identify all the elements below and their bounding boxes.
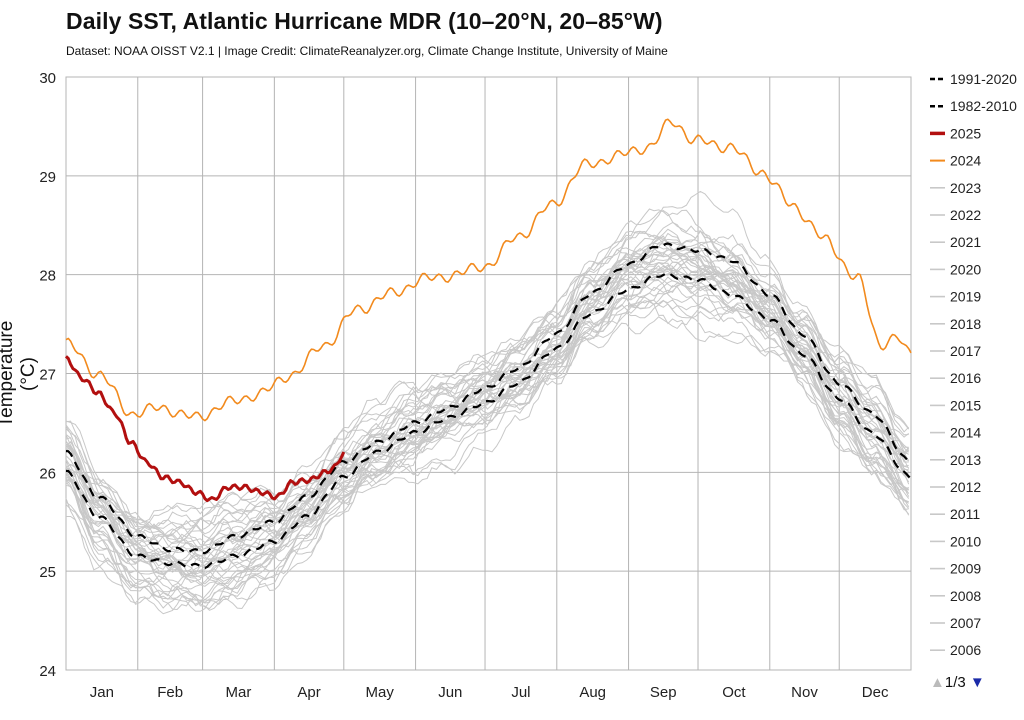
legend-entry-2024[interactable]: 2024 [950,153,981,169]
historical-year-line [65,266,910,529]
historical-year-line [65,230,910,577]
legend-entry-2016[interactable]: 2016 [950,370,981,386]
legend-entry-2017[interactable]: 2017 [950,343,981,359]
legend-page-down-icon[interactable]: ▼ [969,674,985,691]
historical-year-line [65,284,909,565]
legend-entry-2013[interactable]: 2013 [950,452,981,468]
historical-year-line [65,306,909,580]
x-tick-label: May [366,684,395,701]
historical-year-line [65,234,910,524]
legend-entry-2022[interactable]: 2022 [950,207,981,223]
historical-year-line [65,236,909,530]
x-tick-label: Apr [297,684,320,701]
y-tick-label: 29 [39,169,56,186]
historical-year-line [65,261,909,615]
x-tick-label: Jun [438,684,462,701]
legend-entry-2006[interactable]: 2006 [950,642,981,658]
legend-entry-2025[interactable]: 2025 [950,125,981,141]
y-tick-label: 24 [39,663,56,680]
legend-entry-1982-2010[interactable]: 1982-2010 [950,98,1017,114]
legend-entry-2020[interactable]: 2020 [950,261,981,277]
series-line-2024 [65,118,912,422]
x-tick-label: Mar [226,684,252,701]
x-tick-label: Jul [511,684,530,701]
x-tick-label: Nov [791,684,818,701]
historical-year-line [66,300,910,604]
historical-year-line [65,230,909,584]
x-tick-label: Feb [157,684,183,701]
chart-subtitle: Dataset: NOAA OISST V2.1 | Image Credit:… [66,44,668,58]
y-tick-label: 27 [39,367,56,384]
historical-year-line [65,222,909,552]
x-tick-label: Dec [862,684,889,701]
legend-page-indicator: 1/3 [944,674,966,691]
historical-year-line [65,228,910,542]
legend-entry-2015[interactable]: 2015 [950,397,981,413]
legend-entry-2008[interactable]: 2008 [950,588,981,604]
historical-year-line [65,208,909,575]
historical-year-line [65,264,909,590]
x-tick-label: Aug [579,684,606,701]
x-tick-label: Jan [90,684,114,701]
legend-entry-1991-2020[interactable]: 1991-2020 [950,71,1017,87]
x-tick-label: Oct [722,684,746,701]
chart-title: Daily SST, Atlantic Hurricane MDR (10–20… [66,8,663,34]
legend-entry-2012[interactable]: 2012 [950,479,981,495]
legend-entry-2009[interactable]: 2009 [950,561,981,577]
series-line-1991-2020 [65,242,912,555]
y-tick-label: 30 [39,70,56,87]
series-line-2025 [64,355,346,503]
historical-year-line [65,248,909,605]
historical-year-line [65,243,910,543]
y-tick-label: 25 [39,564,56,581]
y-tick-label: 28 [39,268,56,285]
legend-entry-2021[interactable]: 2021 [950,234,981,250]
series-line-1982-2010 [65,272,912,570]
historical-year-line [65,278,909,611]
legend-entry-2023[interactable]: 2023 [950,180,981,196]
historical-year-line [65,271,910,568]
legend-entry-2019[interactable]: 2019 [950,289,981,305]
historical-year-line [65,190,910,538]
legend-entry-2007[interactable]: 2007 [950,615,981,631]
legend-entry-2018[interactable]: 2018 [950,316,981,332]
historical-year-line [65,267,910,611]
legend-entry-2010[interactable]: 2010 [950,533,981,549]
legend-entry-2014[interactable]: 2014 [950,425,981,441]
legend-pager: ▲1/3 ▼ [930,674,985,691]
legend-page-up-icon[interactable]: ▲ [930,674,945,691]
historical-year-line [65,276,910,609]
x-tick-label: Sep [650,684,677,701]
legend-entry-2011[interactable]: 2011 [950,506,980,522]
y-tick-label: 26 [39,465,56,482]
historical-year-line [65,254,910,523]
historical-year-line [65,296,910,565]
